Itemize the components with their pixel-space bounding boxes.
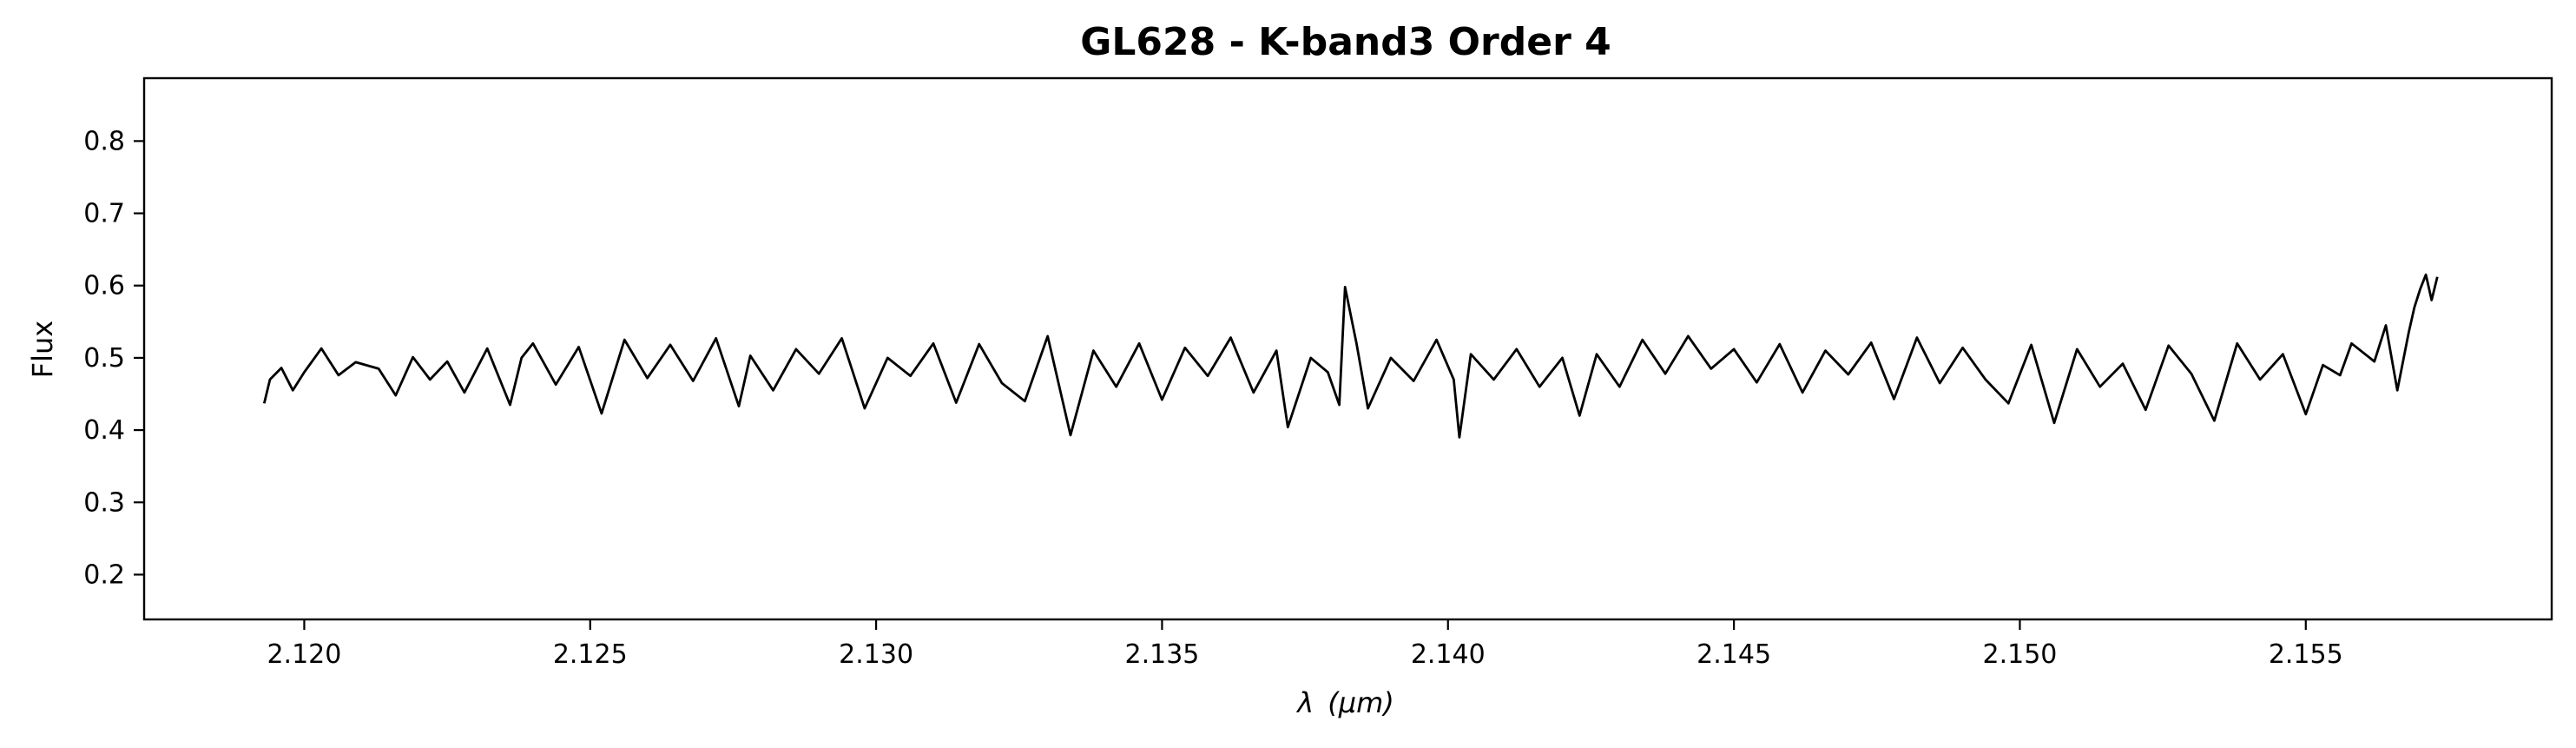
x-tick-label: 2.125 xyxy=(553,639,628,670)
y-tick-label: 0.5 xyxy=(83,343,125,374)
x-axis-label-symbol: λ xyxy=(1295,686,1314,719)
y-tick-label: 0.6 xyxy=(83,271,125,301)
x-tick-label: 2.120 xyxy=(267,639,341,670)
y-tick-label: 0.4 xyxy=(83,415,125,446)
x-axis-label: λ (μm) xyxy=(1295,686,1394,719)
x-tick-label: 2.155 xyxy=(2269,639,2343,670)
x-axis: 2.120 2.125 2.130 2.135 2.140 2.145 2.150 2.155 xyxy=(267,619,2343,670)
y-tick-label: 0.7 xyxy=(83,199,125,229)
x-tick-label: 2.150 xyxy=(1982,639,2057,670)
x-tick-label: 2.140 xyxy=(1411,639,1486,670)
y-axis: 0.2 0.3 0.4 0.5 0.6 0.7 0.8 xyxy=(83,126,144,590)
x-axis-label-unit: (μm) xyxy=(1328,686,1394,719)
x-tick-label: 2.145 xyxy=(1696,639,1771,670)
x-tick-label: 2.130 xyxy=(839,639,913,670)
y-tick-label: 0.8 xyxy=(83,126,125,156)
plot-area-frame xyxy=(142,76,2553,621)
chart-title: GL628 - K-band3 Order 4 xyxy=(1080,20,1611,64)
flux-series-line xyxy=(262,273,2439,439)
y-axis-label: Flux xyxy=(26,321,59,379)
y-tick-label: 0.2 xyxy=(83,559,125,590)
y-tick-label: 0.3 xyxy=(83,487,125,518)
x-tick-label: 2.135 xyxy=(1124,639,1199,670)
